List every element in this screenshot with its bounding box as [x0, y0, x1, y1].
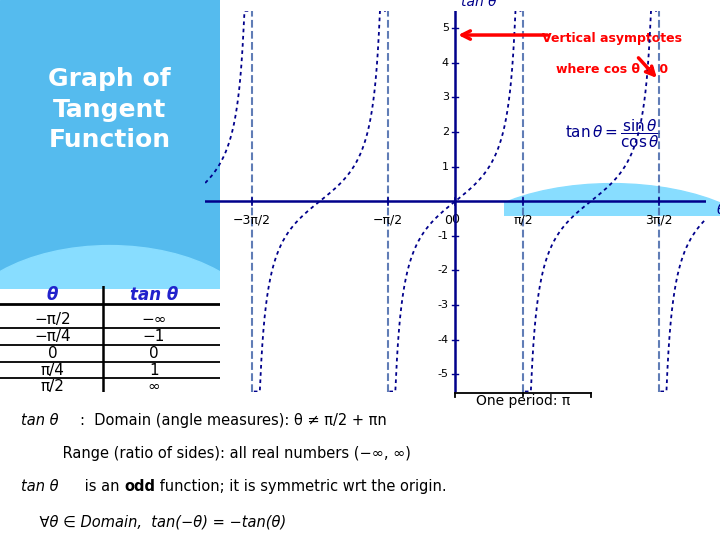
Text: tan θ: tan θ	[461, 0, 496, 9]
Text: ∀θ ∈ Domain,  tan(−θ) = −tan(θ): ∀θ ∈ Domain, tan(−θ) = −tan(θ)	[22, 515, 287, 530]
Text: 0: 0	[149, 346, 158, 361]
Text: −π/2: −π/2	[35, 313, 71, 327]
Text: 2: 2	[442, 127, 449, 137]
Text: tan θ: tan θ	[130, 286, 178, 303]
Ellipse shape	[0, 246, 264, 419]
Text: -4: -4	[438, 335, 449, 345]
Text: ∞: ∞	[148, 379, 160, 394]
Text: 5: 5	[442, 23, 449, 33]
Text: odd: odd	[124, 479, 155, 494]
Text: -5: -5	[438, 369, 449, 379]
Text: tan θ: tan θ	[22, 479, 59, 494]
Text: 1: 1	[442, 161, 449, 172]
Text: where cos θ = 0: where cos θ = 0	[556, 63, 668, 76]
Text: −π/2: −π/2	[372, 213, 402, 226]
Text: 3π/2: 3π/2	[645, 213, 672, 226]
Text: 0: 0	[48, 346, 58, 361]
Text: −1: −1	[143, 329, 165, 344]
Text: 1: 1	[149, 363, 158, 378]
Text: −3π/2: −3π/2	[233, 213, 271, 226]
Text: -1: -1	[438, 231, 449, 241]
Ellipse shape	[450, 184, 720, 335]
Text: π/2: π/2	[41, 379, 65, 394]
Text: −∞: −∞	[141, 313, 166, 327]
Text: 0: 0	[451, 213, 459, 226]
Text: function; it is symmetric wrt the origin.: function; it is symmetric wrt the origin…	[156, 479, 447, 494]
Text: θ: θ	[716, 203, 720, 217]
Text: 0: 0	[444, 214, 451, 227]
Text: 4: 4	[442, 58, 449, 68]
Text: Vertical asymptotes: Vertical asymptotes	[542, 32, 682, 45]
Text: tan θ: tan θ	[22, 413, 59, 428]
Text: :  Domain (angle measures): θ ≠ π/2 + πn: : Domain (angle measures): θ ≠ π/2 + πn	[80, 413, 387, 428]
Text: -3: -3	[438, 300, 449, 310]
Text: Graph of
Tangent
Function: Graph of Tangent Function	[48, 67, 171, 152]
Text: is an: is an	[80, 479, 124, 494]
Text: π/2: π/2	[513, 213, 533, 226]
Text: π/4: π/4	[41, 363, 65, 378]
Text: -2: -2	[438, 265, 449, 275]
Text: 3: 3	[442, 92, 449, 102]
Text: −π/4: −π/4	[35, 329, 71, 344]
Text: Range (ratio of sides): all real numbers (−∞, ∞): Range (ratio of sides): all real numbers…	[22, 446, 411, 461]
Text: $\tan\theta = \dfrac{\sin\theta}{\cos\theta}$: $\tan\theta = \dfrac{\sin\theta}{\cos\th…	[564, 118, 660, 150]
Text: One period: π: One period: π	[476, 394, 570, 408]
Text: θ: θ	[47, 286, 58, 303]
